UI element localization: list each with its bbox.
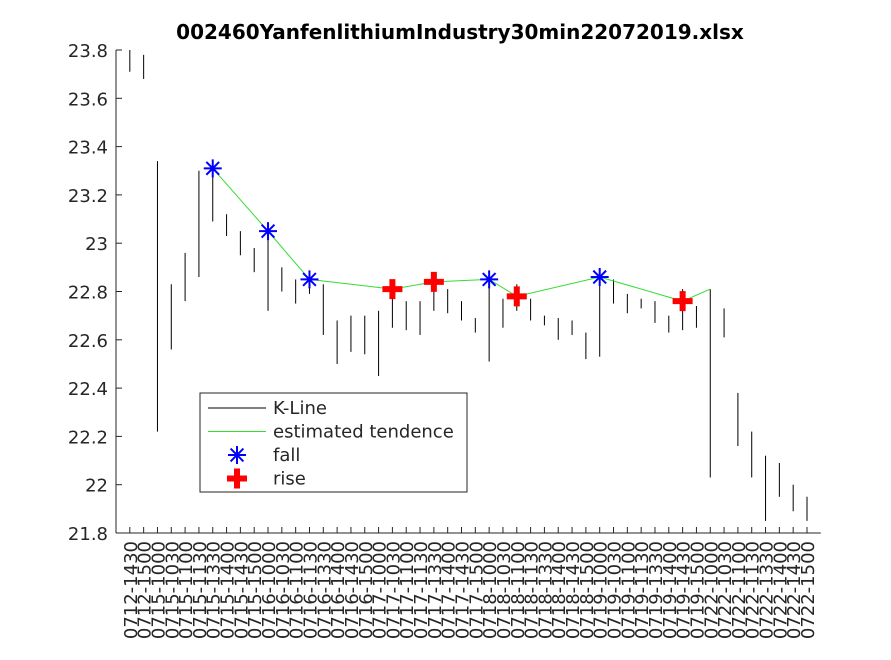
- x-tick-label: 0717-1330: [425, 541, 446, 639]
- x-tick-label: 0716-1500: [356, 541, 377, 639]
- x-tick-label: 0712-1430: [121, 541, 142, 639]
- x-tick-label: 0715-1000: [148, 541, 169, 639]
- x-tick-label: 0717-1130: [411, 541, 432, 639]
- fall-marker: [480, 270, 499, 289]
- y-tick-label: 22.8: [68, 283, 108, 304]
- y-tick-label: 23.8: [68, 41, 108, 62]
- x-tick-label: 0717-1500: [466, 541, 487, 639]
- fall-marker: [300, 270, 319, 289]
- fall-marker: [590, 268, 609, 287]
- x-tick-label: 0715-1030: [162, 541, 183, 639]
- y-tick-label: 22.4: [68, 379, 108, 400]
- fall-marker: [203, 159, 222, 178]
- fall-marker: [259, 222, 278, 241]
- x-tick-label: 0722-1000: [701, 541, 722, 639]
- x-tick-label: 0715-1330: [204, 541, 225, 639]
- x-tick-label: 0717-1030: [383, 541, 404, 639]
- y-tick-label: 22.2: [68, 427, 108, 448]
- rise-marker: [382, 279, 403, 300]
- y-tick-label: 23.2: [68, 186, 108, 207]
- y-tick-label: 21.8: [68, 524, 108, 545]
- x-tick-label: 0718-1030: [494, 541, 515, 639]
- x-tick-label: 0719-1330: [646, 541, 667, 639]
- x-tick-label: 0715-1430: [231, 541, 252, 639]
- x-tick-label: 0722-1400: [770, 541, 791, 639]
- x-tick-label: 0719-1430: [674, 541, 695, 639]
- legend-swatch: [228, 446, 246, 464]
- x-tick-label: 0719-1130: [632, 541, 653, 639]
- x-tick-label: 0719-1400: [660, 541, 681, 639]
- x-tick-label: 0716-1130: [300, 541, 321, 639]
- x-tick-label: 0719-1100: [618, 541, 639, 639]
- x-tick-label: 0715-1130: [190, 541, 211, 639]
- x-tick-label: 0716-1030: [273, 541, 294, 639]
- x-tick-label: 0718-1330: [535, 541, 556, 639]
- x-tick-label: 0719-1500: [687, 541, 708, 639]
- x-tick-label: 0715-1500: [245, 541, 266, 639]
- x-tick-label: 0718-1500: [577, 541, 598, 639]
- x-tick-label: 0719-1000: [591, 541, 612, 639]
- y-tick-label: 23.4: [68, 138, 108, 159]
- legend-label: estimated tendence: [273, 422, 454, 443]
- x-tick-label: 0715-1400: [218, 541, 239, 639]
- x-tick-label: 0715-1100: [176, 541, 197, 639]
- x-tick-label: 0722-1330: [757, 541, 778, 639]
- y-tick-label: 23: [85, 234, 108, 255]
- x-tick-label: 0722-1130: [743, 541, 764, 639]
- x-tick-label: 0716-1330: [314, 541, 335, 639]
- rise-marker: [506, 286, 527, 307]
- x-tick-label: 0717-1000: [370, 541, 391, 639]
- x-tick-label: 0718-1130: [522, 541, 543, 639]
- tendence-line: [212, 168, 711, 302]
- y-tick-label: 22.6: [68, 331, 108, 352]
- chart-title: 002460YanfenlithiumIndustry30min22072019…: [176, 20, 744, 44]
- y-tick-label: 23.6: [68, 89, 108, 110]
- x-tick-label: 0712-1500: [135, 541, 156, 639]
- legend-label: fall: [273, 445, 300, 466]
- x-tick-label: 0718-1430: [563, 541, 584, 639]
- x-tick-label: 0722-1030: [715, 541, 736, 639]
- x-tick-label: 0717-1100: [397, 541, 418, 639]
- x-tick-label: 0718-1100: [508, 541, 529, 639]
- x-tick-label: 0718-1000: [480, 541, 501, 639]
- x-tick-label: 0722-1430: [784, 541, 805, 639]
- legend-label: K-Line: [273, 398, 327, 419]
- x-tick-label: 0722-1100: [729, 541, 750, 639]
- x-tick-label: 0722-1500: [798, 541, 819, 639]
- x-tick-label: 0716-1000: [259, 541, 280, 639]
- x-tick-label: 0719-1030: [605, 541, 626, 639]
- rise-marker: [672, 291, 693, 312]
- x-tick-label: 0716-1400: [328, 541, 349, 639]
- legend-label: rise: [273, 469, 306, 490]
- x-tick-label: 0717-1430: [453, 541, 474, 639]
- legend-swatch: [227, 468, 247, 489]
- x-tick-label: 0716-1430: [342, 541, 363, 639]
- y-tick-label: 22: [85, 476, 108, 497]
- rise-marker: [423, 271, 444, 292]
- x-tick-label: 0716-1100: [287, 541, 308, 639]
- x-tick-label: 0717-1400: [439, 541, 460, 639]
- x-tick-label: 0718-1400: [549, 541, 570, 639]
